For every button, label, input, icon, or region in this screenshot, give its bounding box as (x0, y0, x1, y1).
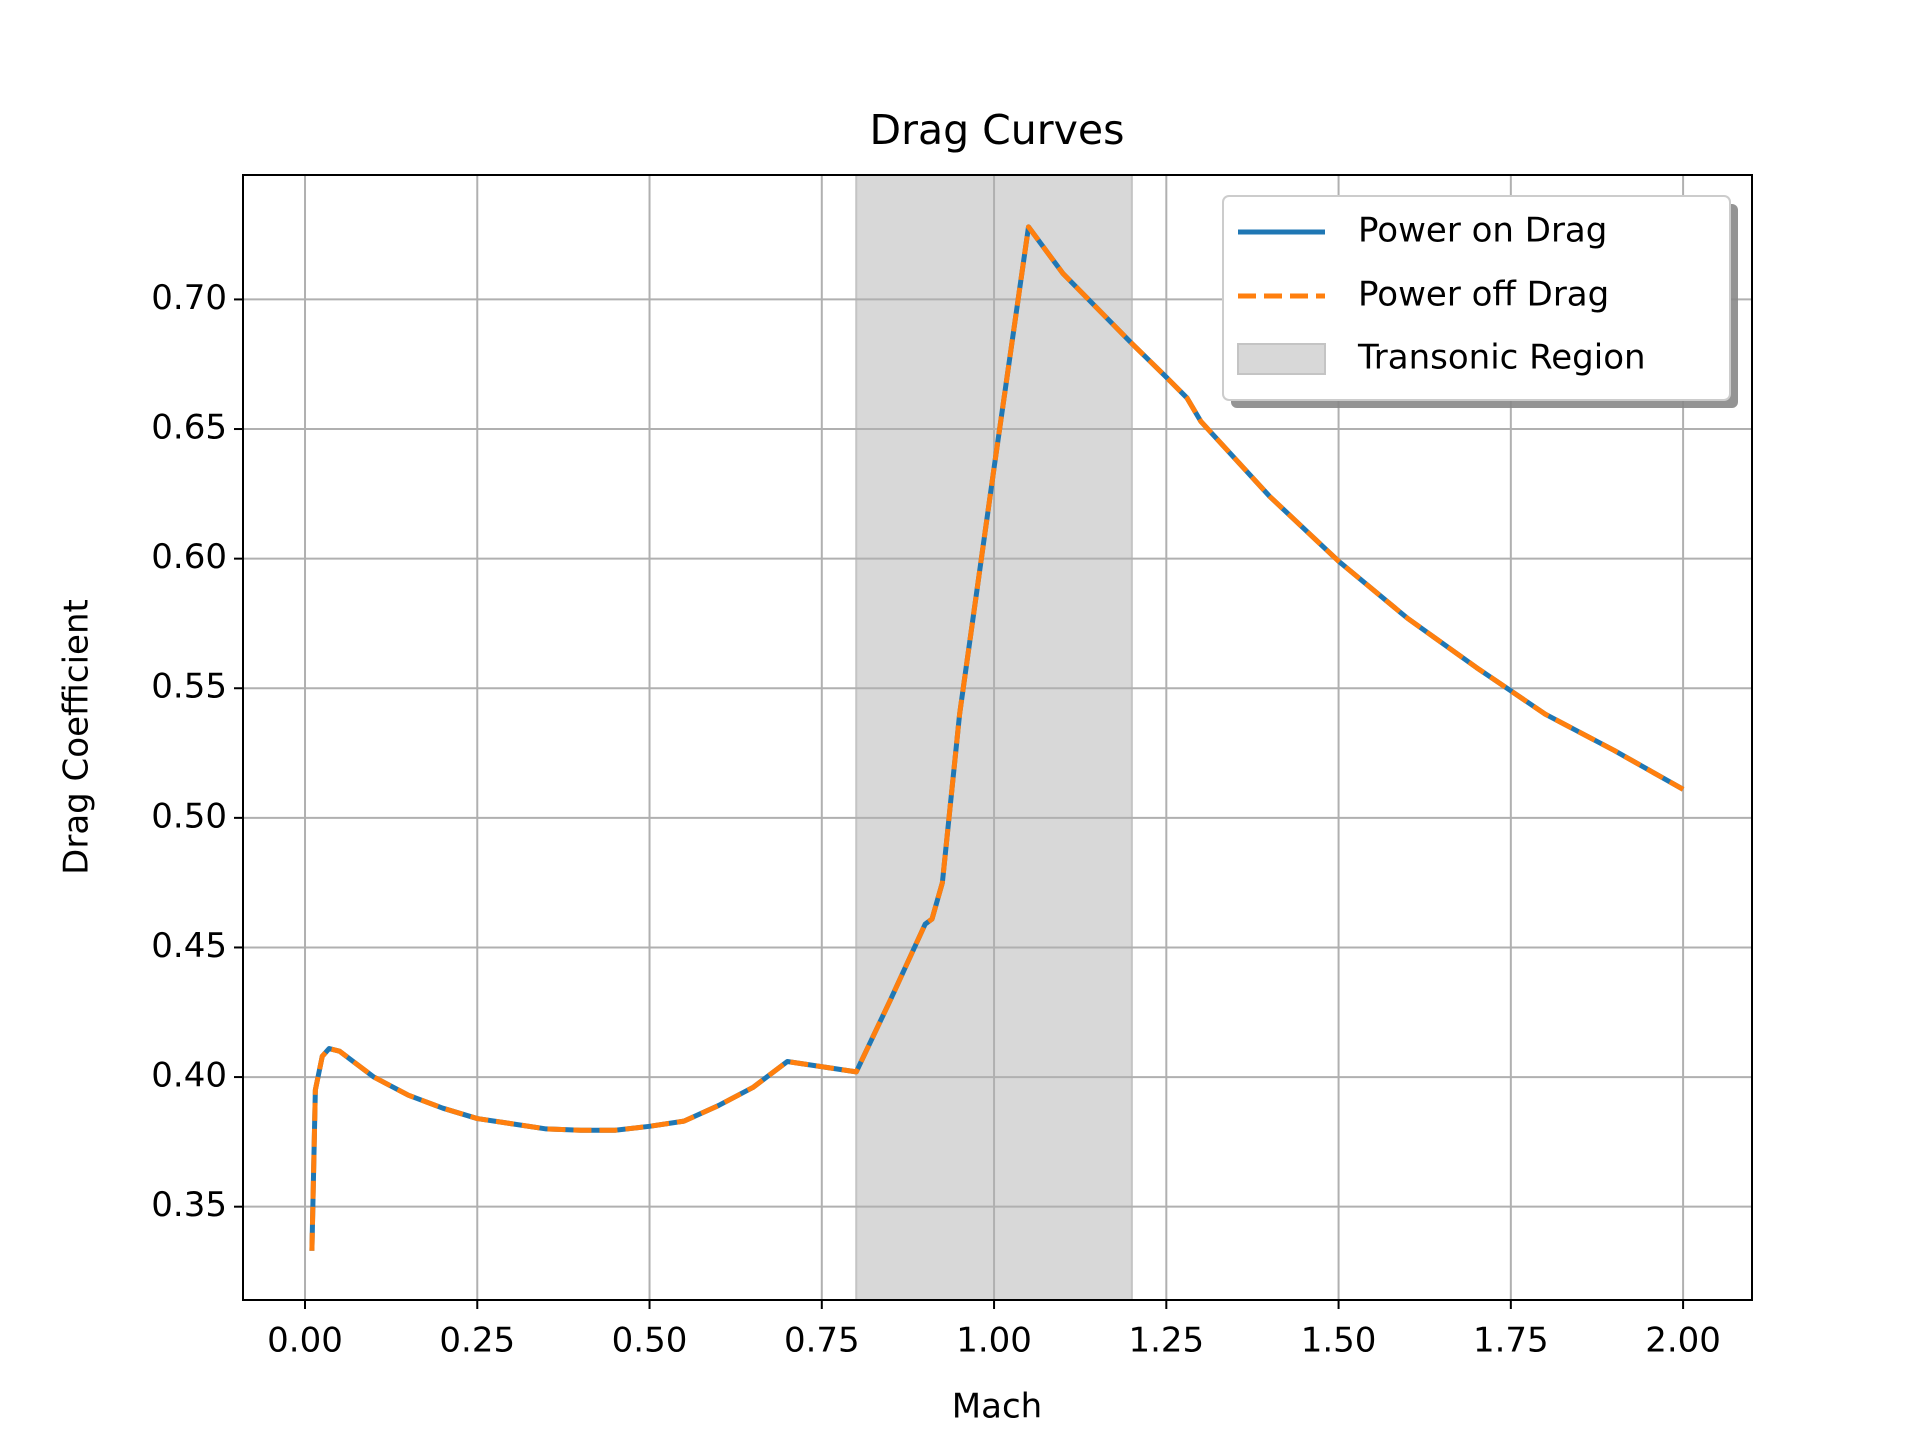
legend-label: Power on Drag (1358, 211, 1607, 251)
chart-title: Drag Curves (870, 106, 1125, 154)
y-tick-label: 0.65 (151, 408, 227, 448)
y-tick-label: 0.70 (151, 278, 227, 318)
y-axis-label: Drag Coefficient (57, 599, 97, 875)
y-tick-label: 0.60 (151, 537, 227, 577)
y-tick-label: 0.40 (151, 1056, 227, 1096)
x-tick-label: 0.00 (267, 1321, 343, 1361)
x-tick-label: 0.25 (439, 1321, 515, 1361)
axes-frame (242, 174, 1753, 1301)
x-tick-label: 1.50 (1301, 1321, 1377, 1361)
x-tick-label: 0.50 (612, 1321, 688, 1361)
legend (1222, 195, 1731, 401)
x-tick-label: 2.00 (1645, 1321, 1721, 1361)
x-tick-label: 0.75 (784, 1321, 860, 1361)
y-tick-label: 0.50 (151, 796, 227, 836)
x-tick-label: 1.25 (1128, 1321, 1204, 1361)
y-tick-label: 0.35 (151, 1185, 227, 1225)
x-tick-label: 1.75 (1473, 1321, 1549, 1361)
y-tick-label: 0.45 (151, 926, 227, 966)
y-tick-label: 0.55 (151, 667, 227, 707)
legend-swatch (1237, 343, 1326, 375)
legend-label: Transonic Region (1357, 338, 1646, 378)
series-line (309, 224, 1685, 1251)
legend-label: Power off Drag (1358, 275, 1609, 315)
x-tick-label: 1.00 (956, 1321, 1032, 1361)
x-axis-label: Mach (952, 1387, 1042, 1427)
